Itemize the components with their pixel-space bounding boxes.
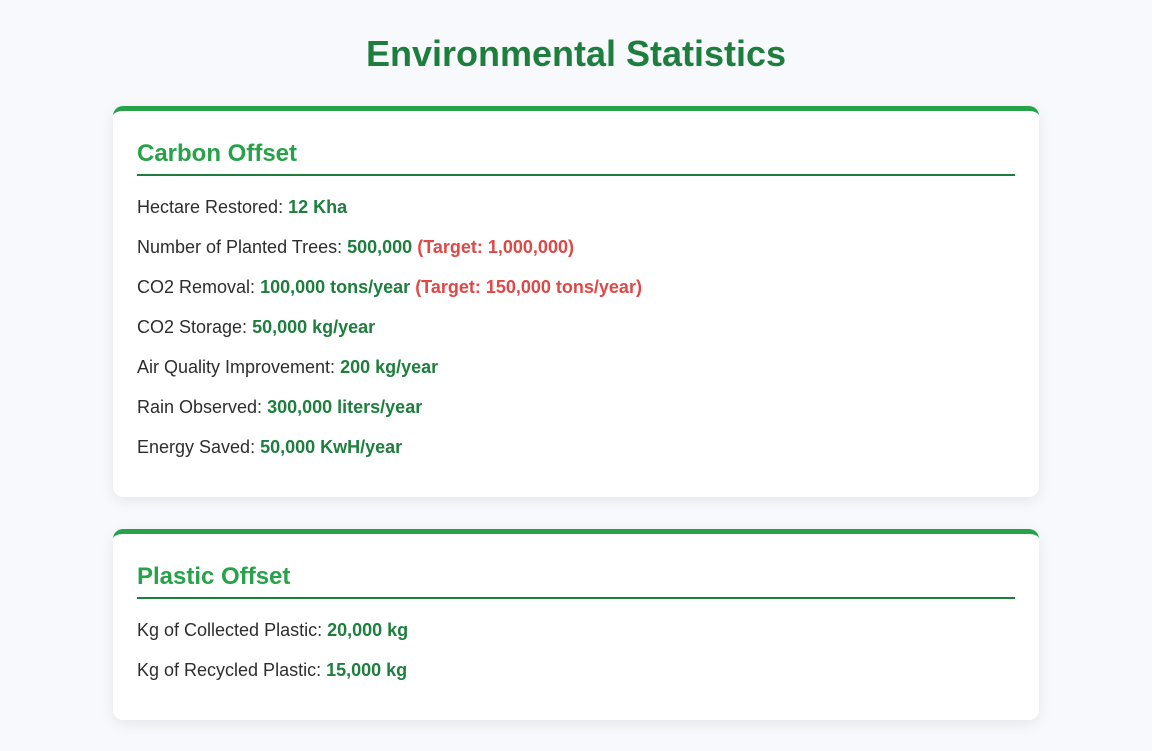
stat-label: CO2 Removal: xyxy=(137,277,256,297)
plastic-offset-card: Plastic Offset Kg of Collected Plastic: … xyxy=(113,529,1039,720)
plastic-offset-divider xyxy=(137,597,1015,599)
stat-label: Rain Observed: xyxy=(137,397,263,417)
stat-value: 12 Kha xyxy=(288,197,348,217)
stat-rain-observed: Rain Observed: 300,000 liters/year xyxy=(137,395,1015,419)
stat-target: (Target: 150,000 tons/year) xyxy=(415,277,642,297)
stat-value: 300,000 liters/year xyxy=(267,397,423,417)
stat-energy-saved: Energy Saved: 50,000 KwH/year xyxy=(137,435,1015,459)
stat-label: Energy Saved: xyxy=(137,437,256,457)
stat-label: CO2 Storage: xyxy=(137,317,248,337)
stat-co2-removal: CO2 Removal: 100,000 tons/year (Target: … xyxy=(137,275,1015,299)
carbon-offset-divider xyxy=(137,174,1015,176)
stat-collected-plastic: Kg of Collected Plastic: 20,000 kg xyxy=(137,618,1015,642)
stat-label: Kg of Collected Plastic: xyxy=(137,620,323,640)
stat-recycled-plastic: Kg of Recycled Plastic: 15,000 kg xyxy=(137,658,1015,682)
stat-planted-trees: Number of Planted Trees: 500,000 (Target… xyxy=(137,235,1015,259)
stat-value: 100,000 tons/year xyxy=(260,277,411,297)
stat-label: Air Quality Improvement: xyxy=(137,357,336,377)
page-title: Environmental Statistics xyxy=(365,33,787,74)
stat-label: Kg of Recycled Plastic: xyxy=(137,660,322,680)
stat-value: 500,000 xyxy=(347,237,413,257)
stat-value: 20,000 kg xyxy=(327,620,409,640)
stat-value: 50,000 kg/year xyxy=(252,317,376,337)
stat-label: Number of Planted Trees: xyxy=(137,237,343,257)
stat-value: 50,000 KwH/year xyxy=(260,437,403,457)
stat-co2-storage: CO2 Storage: 50,000 kg/year xyxy=(137,315,1015,339)
plastic-offset-heading: Plastic Offset xyxy=(137,563,291,590)
stat-value: 15,000 kg xyxy=(326,660,408,680)
stat-target: (Target: 1,000,000) xyxy=(417,237,574,257)
stat-hectare-restored: Hectare Restored: 12 Kha xyxy=(137,195,1015,219)
stat-value: 200 kg/year xyxy=(340,357,439,377)
carbon-offset-card: Carbon Offset Hectare Restored: 12 Kha N… xyxy=(113,106,1039,497)
carbon-offset-heading: Carbon Offset xyxy=(137,140,298,167)
stat-label: Hectare Restored: xyxy=(137,197,284,217)
stat-air-quality: Air Quality Improvement: 200 kg/year xyxy=(137,355,1015,379)
